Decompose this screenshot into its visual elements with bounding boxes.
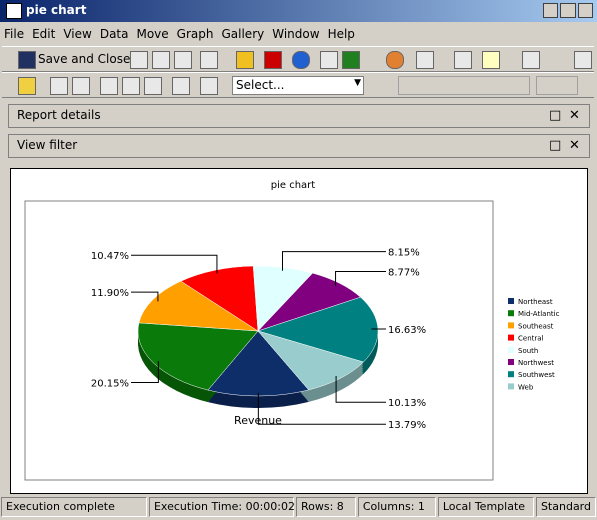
panel-header[interactable]: View filter □ ✕ (8, 134, 590, 158)
legend-swatch (508, 371, 514, 378)
status-cell: Rows: 8 (295, 497, 356, 517)
legend-swatch (508, 383, 514, 390)
menu-item[interactable]: View (63, 27, 92, 41)
legend-label: Northwest (518, 359, 554, 367)
slice-label: 10.13% (388, 398, 426, 409)
leader-line (281, 251, 386, 271)
legend-swatch (508, 310, 514, 317)
legend-label: South (518, 347, 538, 355)
menu-item[interactable]: Move (136, 27, 169, 41)
menu-item[interactable]: Graph (176, 27, 214, 41)
menu-item[interactable]: File (4, 27, 25, 41)
leader-line (257, 392, 386, 425)
chart: pie chart 13.79% 20.15% 11.90% 10.47% 8.15% 8… (24, 180, 560, 481)
window-controls[interactable] (543, 3, 593, 18)
legend-label: Web (518, 383, 534, 391)
panel-title: Report details (17, 108, 101, 122)
title-bar: pie chart (0, 0, 597, 22)
status-bar: Execution complete Execution Time: 00:00:… (0, 496, 597, 518)
select-text: Select... (236, 78, 285, 92)
panel-title: View filter (17, 138, 78, 152)
legend-swatch (508, 359, 514, 365)
pie-slice (257, 330, 364, 391)
menu-item[interactable]: Edit (32, 27, 56, 41)
slice-label: 10.47% (91, 251, 129, 262)
x-axis-label: Revenue (234, 414, 282, 427)
status-cell: Execution Time: 00:00:02 (148, 497, 295, 517)
legend-label: Southeast (518, 322, 554, 330)
legend-swatch (508, 334, 514, 341)
chart-area: pie chart 13.79% 20.15% 11.90% 10.47% 8.15% 8… (10, 168, 588, 494)
pie-slice (138, 280, 259, 332)
panel-header[interactable]: Report details □ ✕ (8, 104, 590, 128)
chart-title: pie chart (271, 180, 316, 191)
leader-line (131, 291, 159, 302)
legend-label: Northeast (518, 298, 553, 306)
toolbar: Select... ▼ (2, 72, 594, 98)
menu-item[interactable]: Gallery (221, 27, 265, 41)
menu-bar: File Edit View Data Move Graph Gallery Window He… (4, 24, 355, 44)
select-box[interactable]: Select... ▼ (232, 76, 364, 95)
leader-line (335, 270, 386, 286)
window-title: pie chart (26, 3, 87, 17)
status-cell: Local Template (437, 497, 534, 517)
leader-line (131, 361, 159, 383)
legend-swatch (508, 346, 514, 353)
legend-swatch (508, 298, 514, 304)
pie-slice (180, 265, 259, 332)
menu-item[interactable]: Window (272, 27, 320, 41)
legend-label: Mid-Atlantic (518, 310, 560, 318)
slice-label: 20.15% (91, 378, 129, 389)
menu-item[interactable]: Data (99, 27, 129, 41)
slice-label: 8.15% (388, 248, 420, 259)
slice-label: 16.63% (388, 325, 426, 336)
slice-label: 8.77% (388, 267, 420, 278)
pie-slice (137, 322, 259, 391)
menu-item[interactable]: Help (327, 27, 355, 41)
leader-line (131, 254, 218, 274)
status-cell: Execution complete (1, 497, 147, 517)
status-cell: Standard (535, 497, 596, 517)
legend-label: Central (518, 335, 544, 343)
app-icon (6, 3, 22, 19)
leader-line (335, 375, 386, 403)
legend-label: Southwest (518, 371, 555, 379)
slice-label: 11.90% (91, 288, 129, 299)
toolbar: Save and Close (2, 46, 594, 72)
save-button[interactable]: Save and Close (38, 52, 131, 66)
legend-swatch (508, 322, 514, 329)
status-cell: Columns: 1 (357, 497, 436, 517)
slice-label: 13.79% (388, 420, 426, 431)
